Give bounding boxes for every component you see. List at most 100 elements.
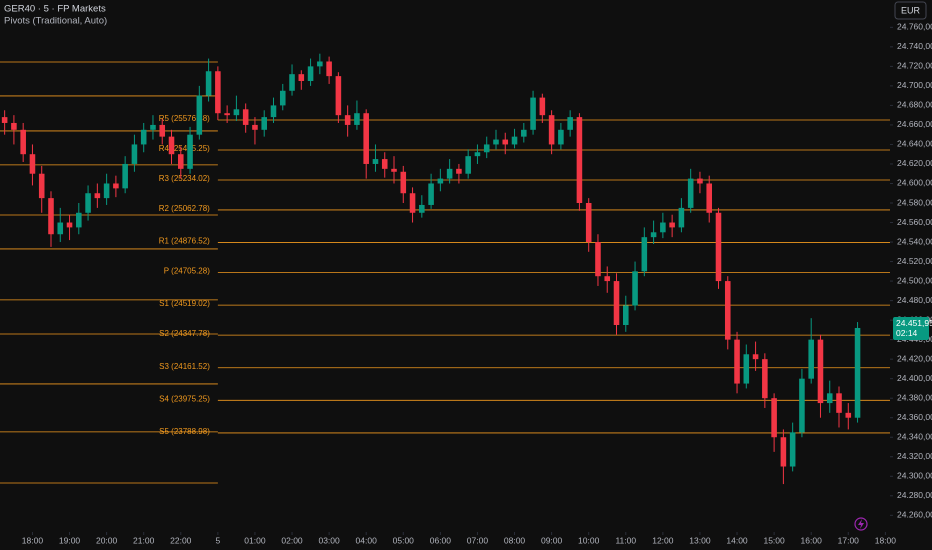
candle-body <box>669 222 675 228</box>
candle-body <box>363 113 369 164</box>
currency-label[interactable]: EUR <box>901 5 921 15</box>
y-tick-label: 24.400,00 <box>897 373 932 383</box>
x-tick-label: 09:00 <box>541 535 563 545</box>
candle-body <box>687 178 694 208</box>
candle-body <box>122 163 128 189</box>
candle-body <box>326 61 332 77</box>
x-tick-label: 18:00 <box>22 535 44 545</box>
candle-body <box>205 71 212 96</box>
candle-body <box>493 139 499 145</box>
y-tick-label: 24.340,00 <box>897 431 932 441</box>
y-tick-label: 24.740,00 <box>897 41 932 51</box>
candle-body <box>585 203 592 243</box>
candle-body <box>279 90 286 106</box>
candle-body <box>317 61 323 67</box>
x-tick-label: 02:00 <box>281 535 303 545</box>
candle-body <box>530 97 536 130</box>
candle-body <box>576 117 583 204</box>
pivot-label: S3 (24161.52) <box>159 362 210 371</box>
candle-body <box>511 136 518 145</box>
candle-body <box>400 171 407 194</box>
candle-body <box>521 129 527 137</box>
candle-body <box>715 212 722 282</box>
candle-body <box>650 232 657 238</box>
candles <box>1 53 861 485</box>
candle-body <box>1 117 8 123</box>
x-tick-label: 19:00 <box>59 535 81 545</box>
candle-body <box>178 154 184 169</box>
candle-body <box>289 74 295 91</box>
y-tick-label: 24.760,00 <box>897 22 932 32</box>
candle-body <box>456 168 462 174</box>
x-tick-label: 08:00 <box>504 535 526 545</box>
candle-body <box>140 129 147 145</box>
y-tick-label: 24.620,00 <box>897 158 932 168</box>
candle-body <box>381 159 388 169</box>
candle-body <box>836 393 842 413</box>
candle-body <box>762 359 768 399</box>
candle-body <box>567 117 573 130</box>
candle-body <box>20 129 26 155</box>
y-tick-label: 24.360,00 <box>897 412 932 422</box>
candle-body <box>409 193 416 213</box>
pivot-label: R5 (25576.48) <box>159 114 210 123</box>
candle-body <box>826 393 833 404</box>
candle-body <box>771 398 777 438</box>
candle-body <box>150 124 156 130</box>
last-price-tag <box>893 316 929 340</box>
candle-body <box>808 339 814 379</box>
pivot-label: S4 (23975.25) <box>159 394 210 403</box>
candle-body <box>854 327 861 418</box>
candle-body <box>428 183 434 205</box>
y-tick-label: 24.700,00 <box>897 80 932 90</box>
y-tick-label: 24.660,00 <box>897 119 932 129</box>
axes: 24.260,00 24.280,00 24.300,00 24.320,00 24.3… <box>22 22 932 546</box>
candle-body <box>660 222 666 233</box>
alert-bolt <box>858 519 864 529</box>
y-tick-label: 24.280,00 <box>897 490 932 500</box>
alert-icon[interactable] <box>854 517 868 531</box>
pivot-label: P (24705.28) <box>164 267 210 276</box>
x-tick-label: 12:00 <box>652 535 674 545</box>
candle-body <box>799 378 805 433</box>
x-tick-label: 10:00 <box>578 535 600 545</box>
x-tick-label: 11:00 <box>615 535 636 545</box>
candle-body <box>632 271 638 306</box>
candle-body <box>270 105 277 118</box>
candle-body <box>845 412 852 418</box>
candle-body <box>196 95 203 135</box>
y-tick-label: 24.540,00 <box>897 236 932 246</box>
pivots: R5 (25576.48) R4 (25405.25) R3 (25234.02) R… <box>0 61 890 484</box>
y-tick-label: 24.420,00 <box>897 353 932 363</box>
candle-body <box>558 129 564 145</box>
candle-body <box>706 183 712 213</box>
currency-button[interactable] <box>894 1 927 20</box>
last-price-label: 24.451,95 <box>896 318 932 328</box>
candle-body <box>780 437 787 467</box>
candle-body <box>335 76 342 116</box>
candle-body <box>613 281 620 325</box>
candle-body <box>48 198 54 235</box>
y-tick-label: 24.380,00 <box>897 392 932 402</box>
candle-body <box>85 193 91 213</box>
y-tick-label: 24.680,00 <box>897 100 932 110</box>
candle-body <box>743 354 750 384</box>
candle-body <box>66 222 73 228</box>
x-tick-label: 17:00 <box>838 535 860 545</box>
candle-body <box>103 183 110 199</box>
y-tick-label: 24.580,00 <box>897 197 932 207</box>
candle-body <box>215 71 221 114</box>
x-tick-label: 04:00 <box>356 535 378 545</box>
x-tick-label: 22:00 <box>170 535 192 545</box>
y-tick-label: 24.500,00 <box>897 275 932 285</box>
candle-body <box>483 144 490 153</box>
candle-body <box>94 193 101 199</box>
candle-body <box>604 276 611 282</box>
candle-body <box>354 113 360 125</box>
candle-body <box>187 134 193 169</box>
x-tick-label: 21:00 <box>133 535 155 545</box>
candle-body <box>752 354 759 360</box>
candle-body <box>168 136 175 155</box>
